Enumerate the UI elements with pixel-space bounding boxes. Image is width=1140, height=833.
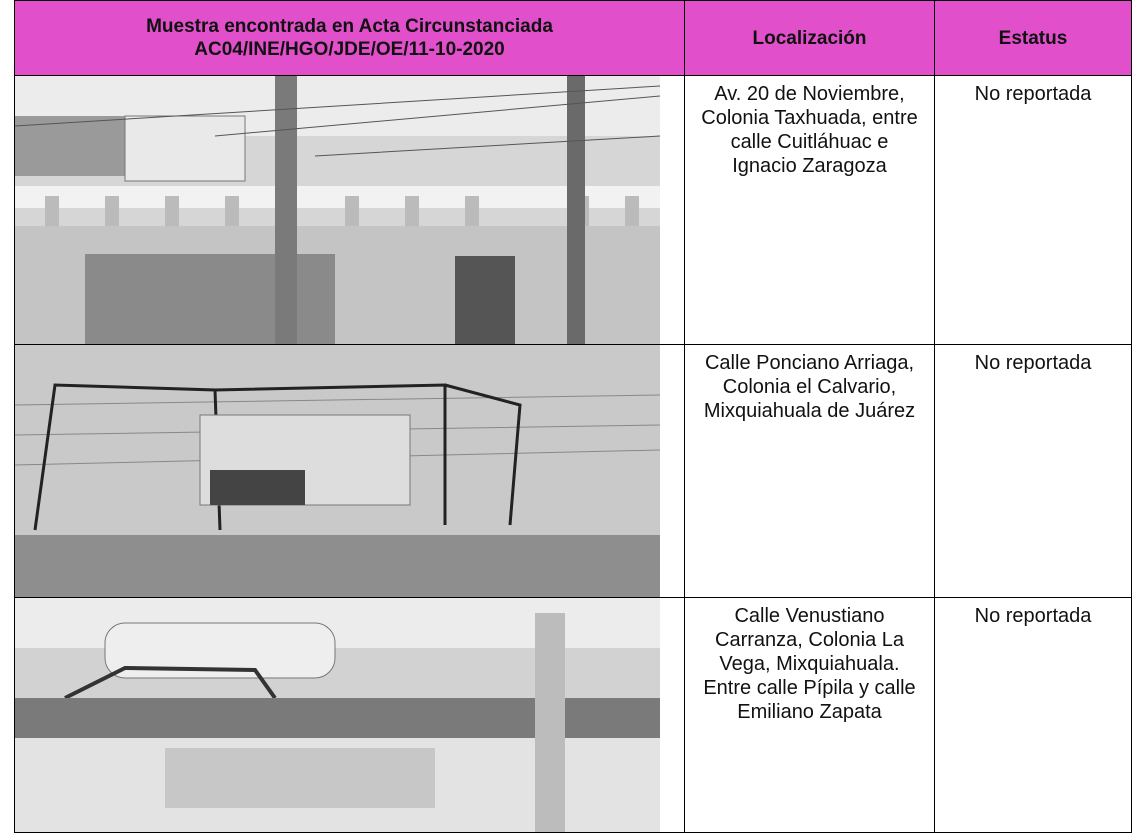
- photo-shape: [275, 76, 297, 344]
- photo-shape: [165, 196, 179, 226]
- photo-shape: [15, 116, 135, 176]
- photo-shape: [165, 748, 435, 808]
- header-row: Muestra encontrada en Acta Circunstancia…: [14, 0, 1132, 76]
- photo: [15, 345, 660, 597]
- location-cell: Av. 20 de Noviembre, Colonia Taxhuada, e…: [684, 75, 935, 345]
- header-cell: Estatus: [934, 0, 1132, 76]
- photo: [15, 76, 660, 344]
- location-cell: Calle Ponciano Arriaga, Colonia el Calva…: [684, 344, 935, 598]
- photo-shape: [465, 196, 479, 226]
- photo-shape: [345, 196, 359, 226]
- row: Av. 20 de Noviembre, Colonia Taxhuada, e…: [14, 75, 1132, 345]
- photo-cell: [14, 344, 685, 598]
- photo-shape: [455, 256, 515, 344]
- header-cell: Localización: [684, 0, 935, 76]
- samples-table: Muestra encontrada en Acta Circunstancia…: [14, 0, 1132, 833]
- row: Calle Venustiano Carranza, Colonia La Ve…: [14, 597, 1132, 833]
- location-cell: Calle Venustiano Carranza, Colonia La Ve…: [684, 597, 935, 833]
- photo-shape: [210, 470, 305, 505]
- photo-shape: [85, 254, 335, 344]
- photo-shape: [105, 196, 119, 226]
- photo-shape: [405, 196, 419, 226]
- status-cell: No reportada: [934, 75, 1132, 345]
- status-cell: No reportada: [934, 597, 1132, 833]
- photo-cell: [14, 75, 685, 345]
- photo-shape: [64, 665, 277, 700]
- photo-shape: [15, 535, 660, 597]
- photo-shape: [625, 196, 639, 226]
- row: Calle Ponciano Arriaga, Colonia el Calva…: [14, 344, 1132, 598]
- photo-shape: [535, 613, 565, 832]
- photo-cell: [14, 597, 685, 833]
- photo-shape: [225, 196, 239, 226]
- photo-shape: [104, 622, 336, 679]
- photo-shape: [15, 85, 660, 157]
- status-cell: No reportada: [934, 344, 1132, 598]
- photo-shape: [567, 76, 585, 344]
- photo-shape: [124, 115, 246, 182]
- photo-shape: [45, 196, 59, 226]
- photo: [15, 598, 660, 832]
- header-cell: Muestra encontrada en Acta Circunstancia…: [14, 0, 685, 76]
